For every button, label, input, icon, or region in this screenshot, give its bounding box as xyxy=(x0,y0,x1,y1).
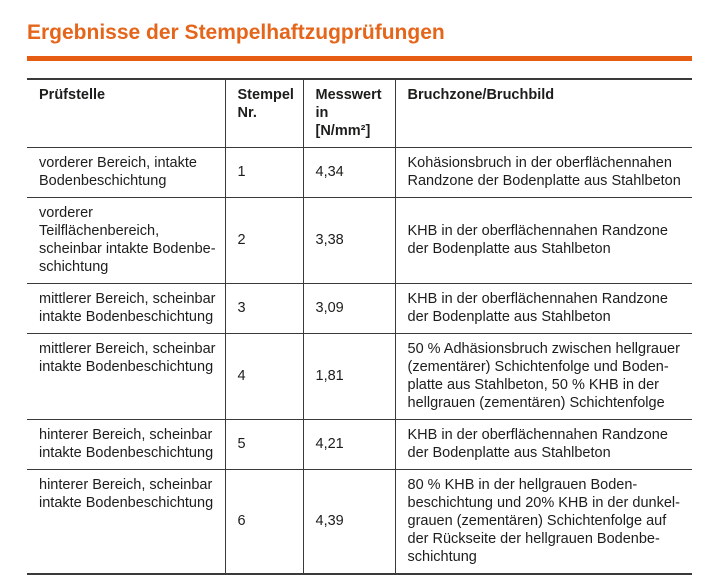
cell-messwert: 3,09 xyxy=(302,283,395,334)
cell-bruchzone: Kohäsionsbruch in der oberflächennahen R… xyxy=(394,147,692,198)
page-title: Ergebnisse der Stempelhaftzugprüfungen xyxy=(27,21,445,44)
cell-messwert: 3,38 xyxy=(302,197,395,284)
cell-pruefstelle: hinterer Bereich, scheinbar intakte Bode… xyxy=(27,469,225,574)
cell-pruefstelle: vorderer Bereich, intakte Bodenbeschicht… xyxy=(27,147,225,198)
column-header-stempel-nr: Stempel Nr. xyxy=(224,78,303,148)
results-table: Prüfstelle Stempel Nr. Messwert in [N/mm… xyxy=(27,78,692,575)
cell-bruchzone: KHB in der oberflächennahen Randzone der… xyxy=(394,283,692,334)
table-header-row: Prüfstelle Stempel Nr. Messwert in [N/mm… xyxy=(27,78,692,148)
cell-stempel-nr: 2 xyxy=(224,197,303,284)
column-header-bruchzone: Bruchzone/Bruchbild xyxy=(394,78,692,148)
cell-messwert: 4,21 xyxy=(302,419,395,470)
table-row: hinterer Bereich, scheinbar intakte Bode… xyxy=(27,469,692,574)
cell-messwert: 1,81 xyxy=(302,333,395,420)
cell-messwert: 4,34 xyxy=(302,147,395,198)
cell-pruefstelle: mittlerer Bereich, scheinbar intakte Bod… xyxy=(27,333,225,420)
title-rule-divider xyxy=(27,56,692,61)
cell-pruefstelle: mittlerer Bereich, scheinbar intakte Bod… xyxy=(27,283,225,334)
table-row: mittlerer Bereich, scheinbar intakte Bod… xyxy=(27,283,692,334)
table-row: hinterer Bereich, scheinbar intakte Bode… xyxy=(27,419,692,470)
cell-stempel-nr: 6 xyxy=(224,469,303,574)
cell-messwert: 4,39 xyxy=(302,469,395,574)
table-row: vorderer Teilflächenbereich, scheinbar i… xyxy=(27,197,692,284)
document-content: Ergebnisse der Stempelhaftzugprüfungen P… xyxy=(27,20,692,575)
table-row: mittlerer Bereich, scheinbar intakte Bod… xyxy=(27,333,692,420)
cell-stempel-nr: 4 xyxy=(224,333,303,420)
column-header-messwert: Messwert in [N/mm²] xyxy=(302,78,395,148)
cell-bruchzone: KHB in der oberflächennahen Randzone der… xyxy=(394,419,692,470)
table-row: vorderer Bereich, intakte Bodenbeschicht… xyxy=(27,147,692,198)
cell-stempel-nr: 3 xyxy=(224,283,303,334)
cell-bruchzone: KHB in der oberflächennahen Randzone der… xyxy=(394,197,692,284)
cell-stempel-nr: 5 xyxy=(224,419,303,470)
cell-stempel-nr: 1 xyxy=(224,147,303,198)
cell-pruefstelle: hinterer Bereich, scheinbar intakte Bode… xyxy=(27,419,225,470)
cell-bruchzone: 50 % Adhäsionsbruch zwischen hellgrauer … xyxy=(394,333,692,420)
column-header-pruefstelle: Prüfstelle xyxy=(27,78,225,148)
cell-bruchzone: 80 % KHB in der hellgrauen Boden- beschi… xyxy=(394,469,692,574)
cell-pruefstelle: vorderer Teilflächenbereich, scheinbar i… xyxy=(27,197,225,284)
